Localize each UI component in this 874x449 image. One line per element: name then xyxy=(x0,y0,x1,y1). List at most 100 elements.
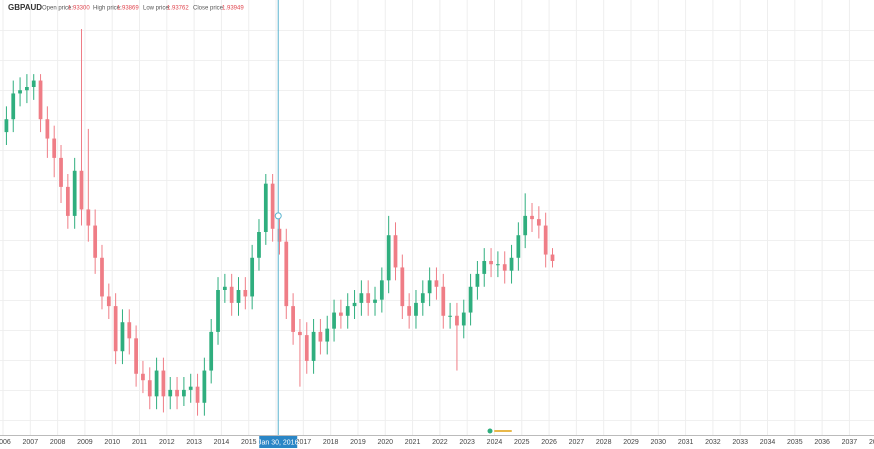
candle-body xyxy=(188,386,193,390)
candle-body xyxy=(147,380,152,397)
candle-body xyxy=(420,293,425,303)
x-tick-label: 2009 xyxy=(77,439,93,446)
candle-body xyxy=(414,302,418,316)
x-tick-label: 2033 xyxy=(732,439,748,446)
x-tick-label: 2035 xyxy=(787,439,803,446)
x-tick-label: 2007 xyxy=(23,439,39,446)
candle-body xyxy=(427,280,432,294)
x-tick-label: 2014 xyxy=(214,439,230,446)
x-tick-label: 2030 xyxy=(651,439,667,446)
candle-body xyxy=(154,370,159,397)
crosshair-label: Jan 30, 2016 xyxy=(258,439,299,446)
readout-label: Open price: xyxy=(42,6,73,12)
candle-body xyxy=(38,80,43,120)
candle-body xyxy=(59,157,63,187)
candle-body xyxy=(325,328,330,342)
candle-body xyxy=(257,232,261,258)
candle-body xyxy=(250,257,255,297)
x-tick-label: 2026 xyxy=(541,439,557,446)
candle-body xyxy=(523,215,528,236)
candle-body xyxy=(373,299,377,303)
x-tick-label: 2036 xyxy=(814,439,830,446)
candle-body xyxy=(550,254,555,261)
candle-body xyxy=(236,290,241,303)
logo-text xyxy=(494,430,512,432)
candle-body xyxy=(209,331,214,371)
readout-value: 1.93762 xyxy=(167,6,189,12)
candle-body xyxy=(379,280,384,300)
candle-body xyxy=(86,209,91,226)
x-tick-label: 2023 xyxy=(459,439,475,446)
candle-body xyxy=(448,315,452,317)
x-tick-label: 2011 xyxy=(132,439,147,446)
candle-body xyxy=(345,306,350,316)
x-axis-labels: 2006 2007 2008 2009 2010 2011 2012 2013 2014 2015… xyxy=(0,439,874,446)
x-tick-label: 2018 xyxy=(323,439,339,446)
candle-body xyxy=(386,235,391,281)
candle-body xyxy=(304,335,309,361)
readout: Open price:1.93300 High price:1.93869 Low … xyxy=(42,6,244,12)
x-tick-label: 2008 xyxy=(50,439,66,446)
candle-body xyxy=(168,389,173,397)
x-tick-label: 2022 xyxy=(432,439,448,446)
candle-body xyxy=(100,257,104,297)
x-tick-label: 2015 xyxy=(241,439,257,446)
candle-body xyxy=(468,286,473,313)
logo-icon xyxy=(487,428,493,434)
candle-body xyxy=(359,293,364,303)
readout-label: High price: xyxy=(93,6,122,12)
readout-value: 1.93300 xyxy=(68,6,90,12)
candle-body xyxy=(332,312,336,329)
chart-title: GBPAUD xyxy=(8,3,42,12)
x-tick-label: 2012 xyxy=(159,439,175,446)
candle-body xyxy=(291,306,295,332)
candle-body xyxy=(52,138,57,158)
x-tick-label: 2010 xyxy=(104,439,120,446)
candle-body xyxy=(400,267,405,307)
candle-body xyxy=(496,264,500,266)
candle-body xyxy=(475,273,480,287)
candle-body xyxy=(18,90,22,94)
candle-body xyxy=(434,280,439,287)
candle-body xyxy=(311,331,316,361)
candle-body xyxy=(441,286,446,316)
candles xyxy=(4,29,555,416)
candle-body xyxy=(25,87,29,91)
candle-body xyxy=(263,183,268,232)
candle-body xyxy=(79,170,84,210)
candle-body xyxy=(202,370,207,403)
candle-body xyxy=(393,235,398,268)
x-tick-label: 2027 xyxy=(569,439,585,446)
candle-body xyxy=(489,261,493,265)
readout-label: Low price: xyxy=(143,6,171,12)
candle-body xyxy=(366,293,371,303)
candle-body xyxy=(113,306,118,352)
candle-body xyxy=(120,322,125,352)
readout-label: Close price: xyxy=(193,6,225,12)
candle-body xyxy=(161,370,166,397)
candle-body xyxy=(284,241,289,307)
candle-body xyxy=(127,322,132,339)
candle-body xyxy=(536,219,541,226)
candle-body xyxy=(516,235,521,258)
x-tick-label: 2017 xyxy=(296,439,312,446)
candle-body xyxy=(509,257,514,271)
x-tick-label: 2019 xyxy=(350,439,366,446)
candle-body xyxy=(93,225,98,258)
candle-body xyxy=(134,338,138,374)
crosshair: Jan 30, 2016 xyxy=(258,0,299,448)
candle-body xyxy=(175,389,179,397)
candle-body xyxy=(530,215,534,220)
candle-body xyxy=(106,296,111,307)
x-tick-label: 2013 xyxy=(186,439,202,446)
candle-body xyxy=(141,373,145,381)
x-tick-label: 2038 xyxy=(869,439,874,446)
x-tick-label: 2031 xyxy=(678,439,694,446)
x-tick-label: 2028 xyxy=(596,439,612,446)
candle-body xyxy=(195,386,200,403)
candle-body xyxy=(502,264,507,271)
candle-body xyxy=(270,183,275,229)
candle-body xyxy=(461,312,466,326)
readout-value: 1.93869 xyxy=(117,6,139,12)
